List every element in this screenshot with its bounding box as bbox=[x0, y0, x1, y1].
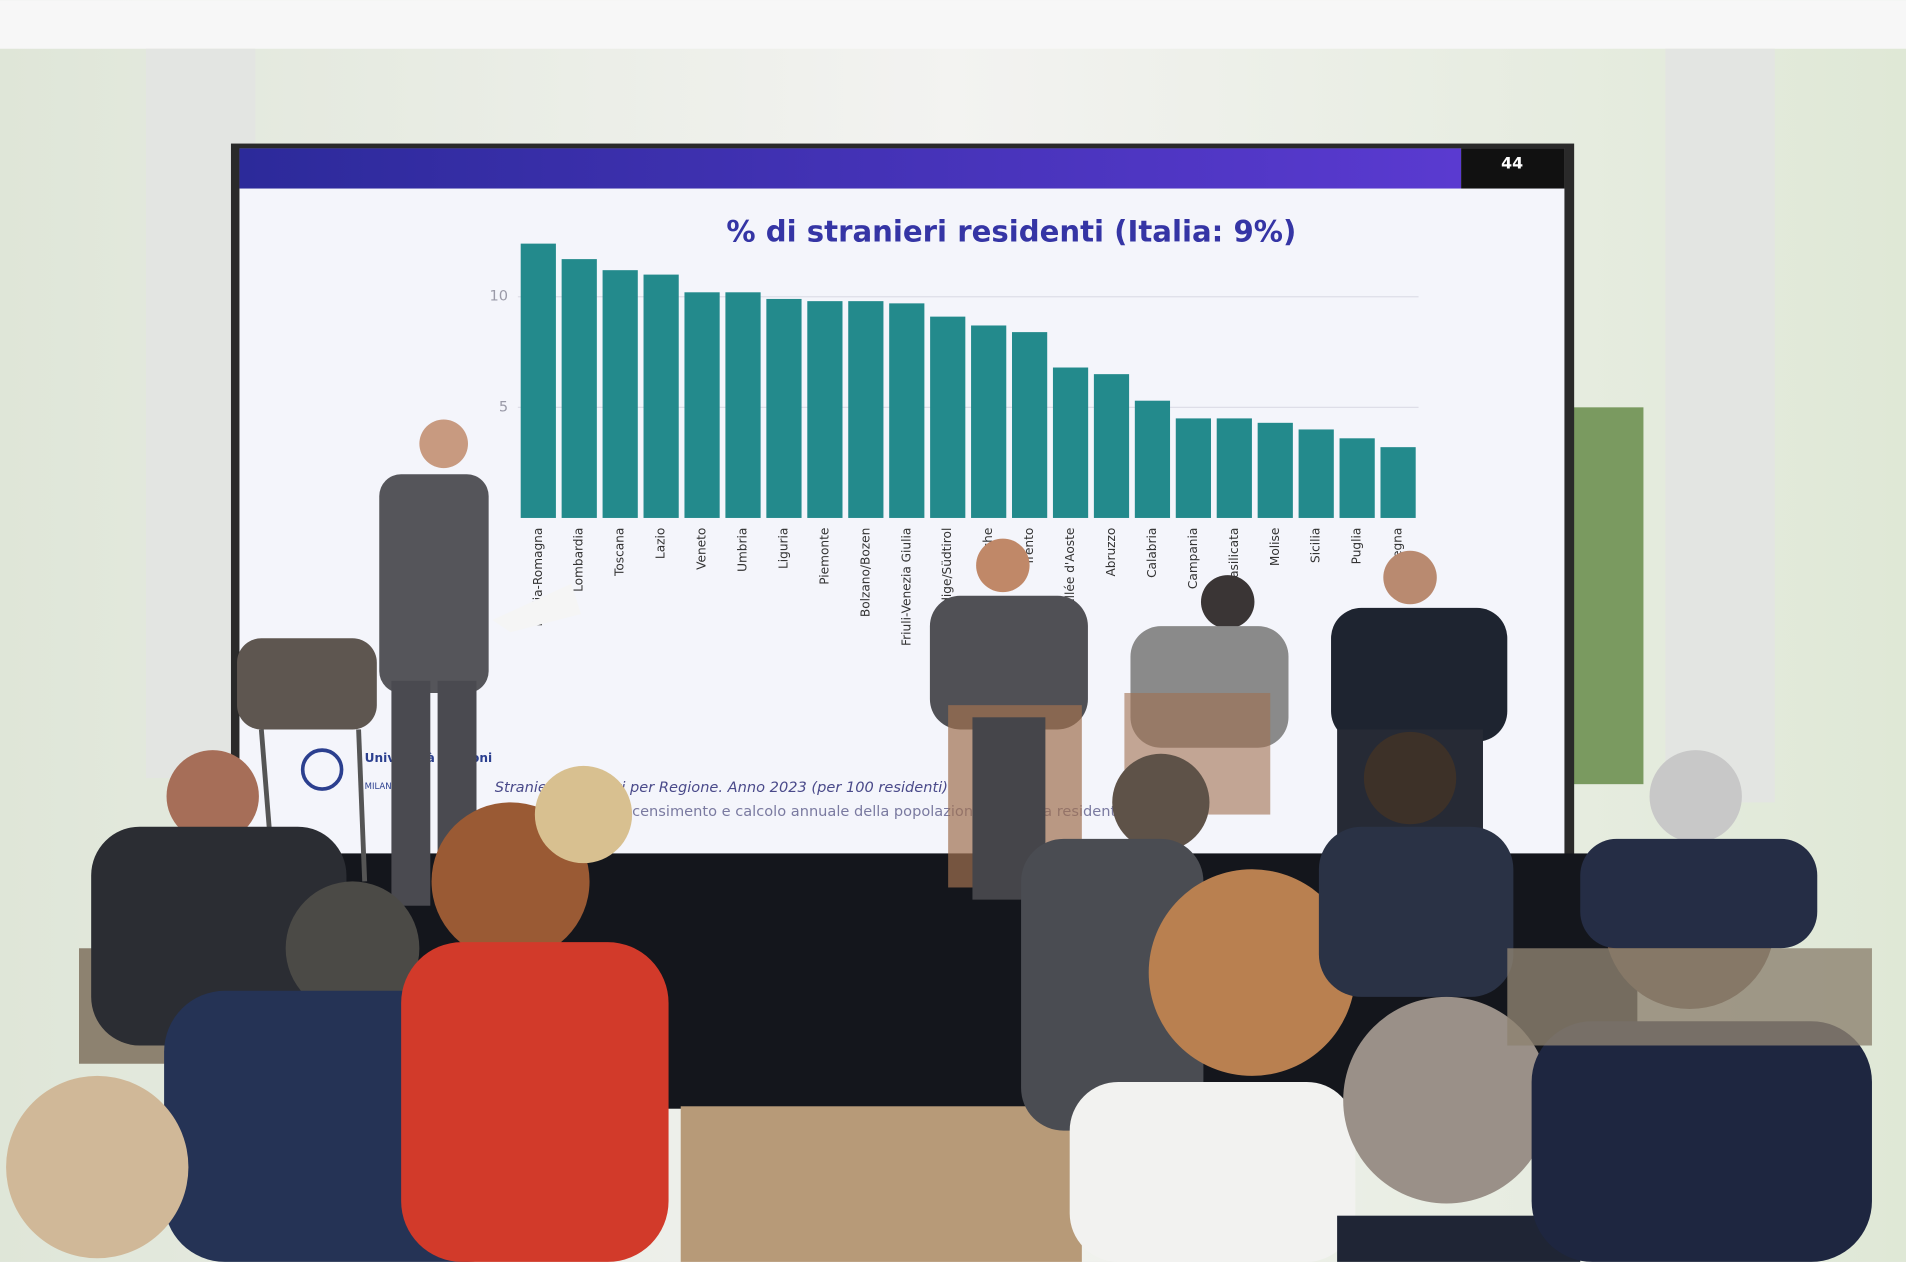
scene: 44 % di stranieri residenti (Italia: 9%)… bbox=[0, 0, 1906, 1262]
x-tick-label: Toscana bbox=[613, 528, 627, 577]
slide-number: 44 bbox=[1501, 154, 1523, 173]
bar bbox=[1012, 332, 1047, 518]
ceiling bbox=[0, 0, 1906, 49]
bar bbox=[1258, 423, 1293, 518]
bar bbox=[1053, 368, 1088, 518]
bar bbox=[1217, 418, 1252, 518]
x-tick-label: Campania bbox=[1186, 528, 1200, 589]
bar bbox=[603, 270, 638, 518]
chart-title: % di stranieri residenti (Italia: 9%) bbox=[726, 215, 1296, 249]
bar bbox=[930, 317, 965, 518]
x-tick-label: Umbria bbox=[736, 528, 750, 572]
bar bbox=[1299, 429, 1334, 517]
bar bbox=[1176, 418, 1211, 518]
bar bbox=[1094, 374, 1129, 518]
x-tick-label: Calabria bbox=[1145, 528, 1159, 578]
bar bbox=[848, 301, 883, 518]
bar bbox=[889, 303, 924, 518]
x-tick-label: Friuli-Venezia Giulia bbox=[899, 528, 913, 646]
bar bbox=[644, 275, 679, 518]
x-tick-label: Liguria bbox=[776, 528, 790, 569]
pillar bbox=[1665, 49, 1774, 803]
x-tick-label: Puglia bbox=[1350, 528, 1364, 565]
bar bbox=[562, 259, 597, 518]
x-tick-label: Bolzano/Bozen bbox=[858, 528, 872, 617]
bar bbox=[1380, 447, 1415, 518]
bar bbox=[1340, 438, 1375, 518]
bar bbox=[971, 325, 1006, 517]
bar bbox=[766, 299, 801, 518]
x-tick-label: Abruzzo bbox=[1104, 528, 1118, 577]
bar bbox=[725, 292, 760, 518]
floor bbox=[681, 1106, 1082, 1262]
slide-header bbox=[239, 148, 1461, 188]
bar bbox=[521, 244, 556, 518]
page: 44 % di stranieri residenti (Italia: 9%)… bbox=[0, 0, 1906, 1262]
y-tick-label: 5 bbox=[499, 398, 508, 415]
x-tick-label: Sicilia bbox=[1309, 528, 1323, 563]
x-tick-label: Piemonte bbox=[817, 528, 831, 585]
bar bbox=[684, 292, 719, 518]
bar bbox=[1135, 401, 1170, 518]
bar bbox=[807, 301, 842, 518]
x-tick-label: Veneto bbox=[695, 528, 709, 570]
x-tick-label: Lazio bbox=[654, 528, 668, 559]
x-tick-label: Lombardia bbox=[572, 528, 586, 592]
x-tick-label: Molise bbox=[1268, 528, 1282, 566]
y-tick-label: 10 bbox=[490, 288, 509, 305]
window-greenery bbox=[1571, 407, 1644, 784]
